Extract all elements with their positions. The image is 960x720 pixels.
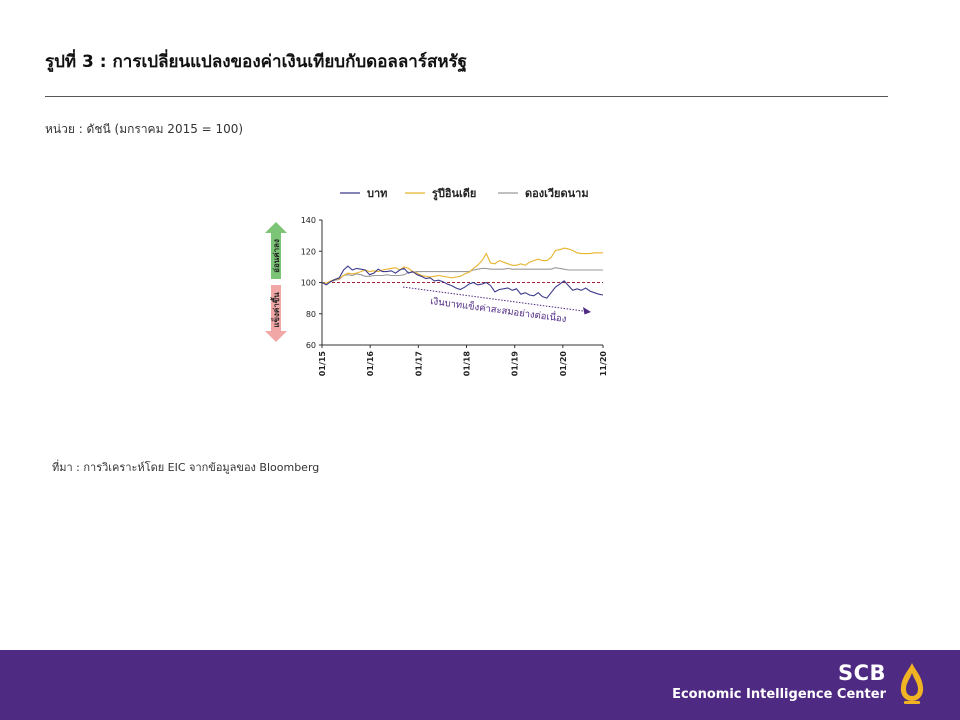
legend-label-2: ดองเวียดนาม xyxy=(525,187,589,200)
page-title: รูปที่ 3 : การเปลี่ยนแปลงของค่าเงินเทียบ… xyxy=(45,52,468,72)
strengthen-arrow-icon xyxy=(265,285,287,342)
scb-logo-icon xyxy=(900,663,924,704)
x-tick-label-3: 01/18 xyxy=(463,351,472,377)
series-line-0 xyxy=(321,265,604,299)
brand-subtitle: Economic Intelligence Center xyxy=(672,687,886,702)
x-tick-label-4: 01/19 xyxy=(511,351,520,377)
x-tick-label-6: 11/20 xyxy=(599,351,608,377)
trend-arrow-line xyxy=(402,286,588,312)
legend-label-0: บาท xyxy=(367,187,387,200)
trend-annotation: เงินบาทแข็งค่าสะสมอย่างต่อเนื่อง xyxy=(430,294,568,325)
x-tick-label-2: 01/17 xyxy=(414,351,423,376)
x-tick-label-1: 01/16 xyxy=(366,351,375,377)
y-tick-label-1: 80 xyxy=(306,310,316,319)
legend-label-1: รูปีอินเดีย xyxy=(432,187,476,201)
series-line-1 xyxy=(321,247,603,284)
y-tick-label-2: 100 xyxy=(301,279,316,288)
source-note: ที่มา : การวิเคราะห์โดย EIC จากข้อมูลของ… xyxy=(52,461,320,474)
currency-index-chart: บาท รูปีอินเดีย ดองเวียดนามอ่อนค่าลงแข็งค่… xyxy=(265,187,608,377)
y-tick-label-3: 120 xyxy=(301,247,316,256)
x-tick-label-5: 01/20 xyxy=(559,351,568,377)
footer-bar: SCB Economic Intelligence Center xyxy=(0,650,960,720)
trend-arrowhead-icon xyxy=(583,307,591,315)
brand-block: SCB Economic Intelligence Center xyxy=(672,662,886,704)
weaken-label: อ่อนค่าลง xyxy=(272,239,281,273)
y-tick-label-4: 140 xyxy=(301,216,316,225)
x-tick-label-0: 01/15 xyxy=(318,351,327,377)
series-line-2 xyxy=(321,267,603,284)
y-tick-label-0: 60 xyxy=(306,341,316,350)
unit-label: หน่วย : ดัชนี (มกราคม 2015 = 100) xyxy=(45,122,244,136)
brand-name: SCB xyxy=(837,661,886,685)
strengthen-label: แข็งค่าขึ้น xyxy=(270,292,281,328)
title-divider xyxy=(45,96,888,97)
weaken-arrow-icon xyxy=(265,222,287,279)
